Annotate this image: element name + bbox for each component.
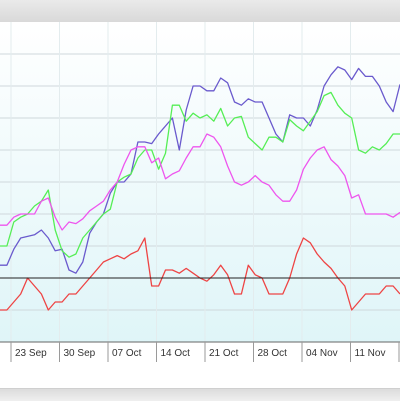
x-tick-label: 14 Oct: [161, 348, 191, 359]
line-chart: 23 Sep 30 Sep 07 Oct 14 Oct 21 Oct 28 Oct 04 N…: [0, 22, 400, 362]
chart-panel: 23 Sep 30 Sep 07 Oct 14 Oct 21 Oct 28 Oct 04 N…: [0, 22, 400, 390]
x-tick-label: 11 Nov: [355, 348, 386, 359]
x-axis-ticks: 23 Sep 30 Sep 07 Oct 14 Oct 21 Oct 28 Oct 04 N…: [10, 342, 400, 362]
series-line-2: [0, 91, 400, 258]
x-tick-label: 21 Oct: [209, 348, 239, 359]
x-tick-label: 23 Sep: [15, 348, 47, 359]
x-tick-label: 28 Oct: [258, 348, 288, 359]
x-tick-label: 07 Oct: [112, 348, 142, 359]
vertical-gridlines: [10, 22, 351, 342]
series-line-3: [0, 133, 400, 231]
window-bottom-bar: [0, 388, 400, 401]
x-tick-label: 30 Sep: [64, 348, 96, 359]
x-tick-label: 04 Nov: [306, 348, 338, 359]
series-line-1: [0, 66, 400, 274]
window-titlebar[interactable]: [0, 0, 400, 23]
